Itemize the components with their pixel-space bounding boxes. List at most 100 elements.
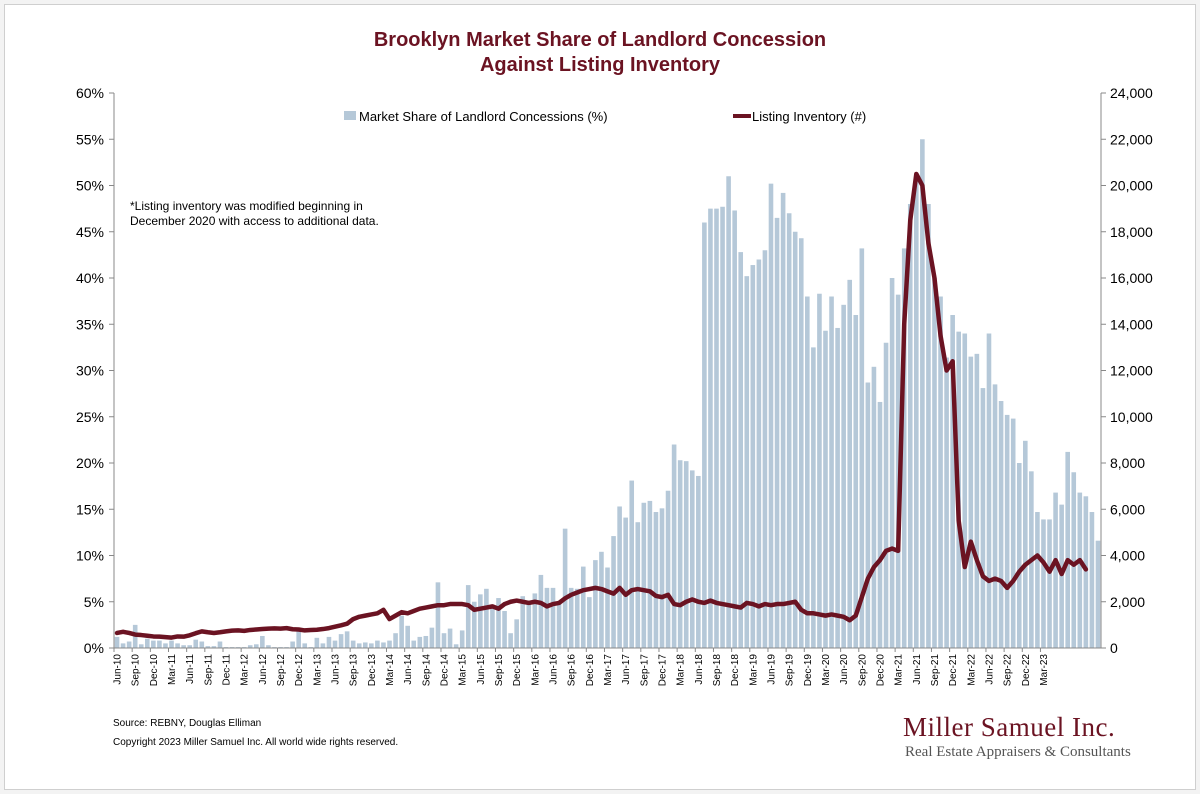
x-tick-label: Sep-22 [1003, 654, 1014, 687]
bar [447, 628, 453, 648]
bar [780, 192, 786, 648]
x-tick-label: Sep-11 [203, 654, 214, 686]
x-tick-label: Jun-12 [258, 654, 269, 685]
bar [992, 384, 998, 649]
bar [562, 528, 568, 648]
bar [296, 630, 301, 648]
x-tick-label: Mar-15 [458, 654, 469, 686]
bar [926, 204, 931, 648]
bar [811, 347, 816, 649]
y-left-tick-label: 25% [76, 409, 104, 425]
bar [496, 598, 501, 648]
bar [786, 213, 792, 648]
brand-logo-text: Miller Samuel Inc. [903, 712, 1116, 742]
bar [744, 276, 750, 648]
bar [187, 645, 192, 648]
bar [114, 636, 120, 648]
bar [429, 627, 435, 648]
x-tick-label: Dec-14 [440, 654, 451, 687]
x-tick-label: Dec-18 [730, 654, 741, 687]
y-left-tick-label: 45% [76, 224, 104, 240]
bar [520, 596, 526, 648]
bar [387, 640, 392, 648]
bar [574, 588, 580, 648]
bar [689, 470, 695, 648]
bar [647, 500, 653, 648]
x-tick-label: Mar-19 [748, 654, 759, 686]
bar [623, 517, 628, 648]
line-series [114, 171, 1089, 640]
note-line2: December 2020 with access to additional … [130, 214, 379, 228]
y-right-tick-label: 24,000 [1110, 85, 1153, 101]
bar [580, 566, 586, 648]
bar [538, 574, 544, 648]
bar [478, 594, 483, 648]
y-left-tick-label: 5% [84, 594, 104, 610]
bar [338, 634, 344, 649]
bar [1077, 492, 1083, 648]
bar [550, 587, 556, 649]
x-tick-label: Dec-13 [367, 654, 378, 687]
bar [932, 278, 937, 648]
bar [417, 636, 423, 648]
bar [768, 183, 774, 648]
bar [205, 646, 211, 648]
bar [138, 644, 144, 648]
x-tick-label: Mar-14 [385, 654, 396, 686]
bar [151, 640, 156, 648]
x-tick-label: Mar-12 [240, 654, 251, 686]
bar [526, 601, 532, 648]
bar [889, 278, 895, 648]
bar [702, 222, 707, 648]
bar [962, 333, 968, 648]
bar [732, 210, 737, 649]
bar [471, 601, 477, 648]
bar [714, 208, 719, 649]
bar [708, 208, 713, 649]
bar [1059, 504, 1064, 649]
copyright-text: Copyright 2023 Miller Samuel Inc. All wo… [113, 737, 399, 748]
x-tick-label: Sep-13 [349, 654, 360, 687]
bar [883, 342, 889, 648]
chart-title-line2: Against Listing Inventory [479, 54, 721, 76]
bar [986, 333, 992, 648]
y-left-tick-label: 0% [84, 640, 104, 656]
bar [617, 506, 622, 648]
bar [950, 315, 955, 648]
bar [556, 601, 562, 648]
bar [120, 643, 126, 649]
brand-tagline: Real Estate Appraisers & Consultants [905, 744, 1131, 760]
y-left-tick-label: 20% [76, 455, 104, 471]
bar [332, 640, 338, 648]
x-tick-label: Sep-17 [639, 654, 650, 687]
bar [593, 560, 598, 649]
bar [193, 639, 199, 648]
bar [465, 585, 471, 648]
bar [1083, 496, 1089, 648]
x-tick-label: Dec-17 [658, 654, 669, 687]
bar [938, 296, 943, 648]
bar [356, 643, 362, 649]
bar [169, 640, 174, 648]
y-right-tick-label: 10,000 [1110, 409, 1153, 425]
bar [314, 637, 320, 648]
bar [266, 645, 271, 648]
bar [835, 327, 840, 648]
x-tick-label: Mar-18 [676, 654, 687, 686]
bar [247, 645, 253, 648]
x-tick-label: Jun-20 [839, 654, 850, 685]
bar [920, 139, 925, 648]
bar [344, 631, 350, 648]
bar [181, 645, 186, 648]
bar [375, 640, 380, 648]
x-tick-label: Sep-21 [930, 654, 941, 687]
x-tick-label: Jun-18 [694, 654, 705, 685]
bar [350, 640, 356, 648]
x-tick-label: Jun-14 [403, 654, 414, 685]
bar [587, 597, 592, 649]
bar [677, 460, 683, 648]
bar [901, 248, 907, 648]
x-tick-label: Sep-15 [494, 654, 505, 687]
bar [1010, 418, 1016, 648]
y-right-tick-label: 8,000 [1110, 455, 1145, 471]
